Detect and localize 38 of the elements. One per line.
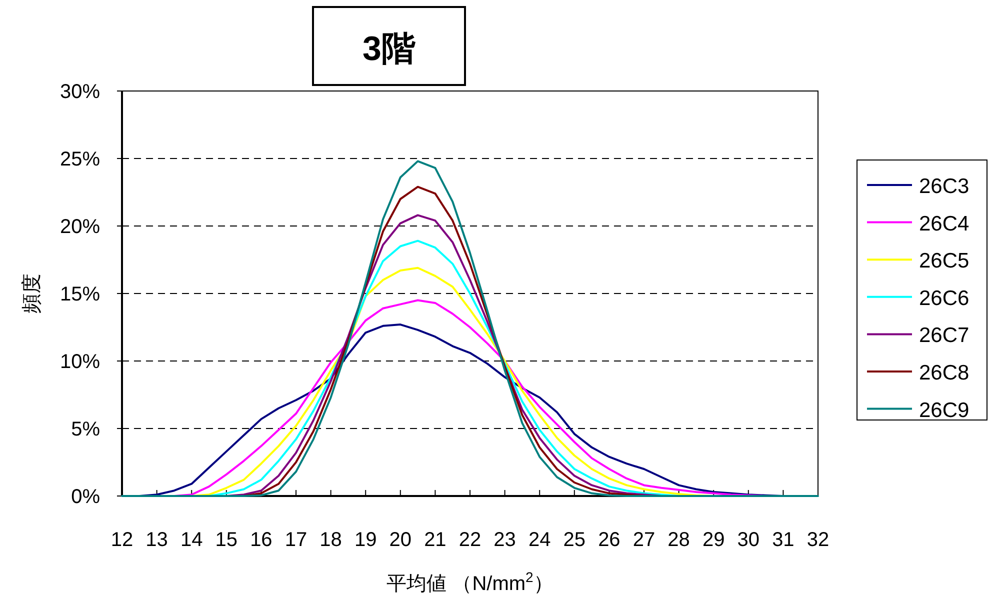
y-tick-label: 30% (60, 81, 100, 103)
x-tick-label: 23 (494, 529, 516, 551)
x-tick-label: 30 (737, 529, 760, 551)
x-tick-label: 25 (563, 529, 586, 551)
x-tick-label: 15 (215, 529, 238, 551)
x-tick-label: 32 (806, 529, 830, 551)
y-axis-title: 頻度 (21, 274, 43, 314)
x-tick-label: 29 (702, 529, 725, 551)
legend-label: 26C3 (919, 175, 970, 198)
y-tick-label: 25% (60, 148, 100, 170)
x-tick-label: 14 (180, 529, 203, 551)
x-tick-label: 28 (668, 529, 690, 551)
x-tick-label: 26 (598, 529, 620, 551)
x-tick-label: 24 (528, 529, 551, 551)
y-tick-label: 10% (60, 351, 100, 373)
legend-label: 26C6 (919, 286, 970, 310)
legend-label: 26C7 (919, 324, 970, 348)
x-tick-label: 21 (424, 529, 446, 551)
legend-label: 26C5 (919, 250, 970, 273)
x-tick-label: 27 (632, 529, 656, 551)
y-tick-label: 0% (71, 486, 100, 508)
x-tick-label: 19 (354, 529, 377, 551)
legend-label: 26C9 (919, 398, 970, 422)
y-tick-label: 5% (71, 418, 100, 440)
x-tick-label: 17 (284, 529, 308, 551)
x-tick-label: 22 (458, 529, 482, 551)
x-axis-title: 平均値 （N/mm$^{2}$） (386, 569, 554, 595)
x-tick-label: 18 (320, 529, 342, 551)
y-tick-label: 15% (60, 284, 100, 306)
y-tick-label: 20% (60, 216, 100, 238)
x-tick-label: 16 (250, 529, 272, 551)
chart-title: 3階 (362, 30, 416, 68)
legend-label: 26C4 (919, 212, 970, 236)
x-tick-label: 20 (389, 529, 412, 551)
x-tick-label: 13 (146, 529, 168, 551)
x-tick-label: 12 (110, 529, 134, 551)
x-tick-label: 31 (772, 529, 794, 551)
legend-label: 26C8 (919, 362, 970, 384)
